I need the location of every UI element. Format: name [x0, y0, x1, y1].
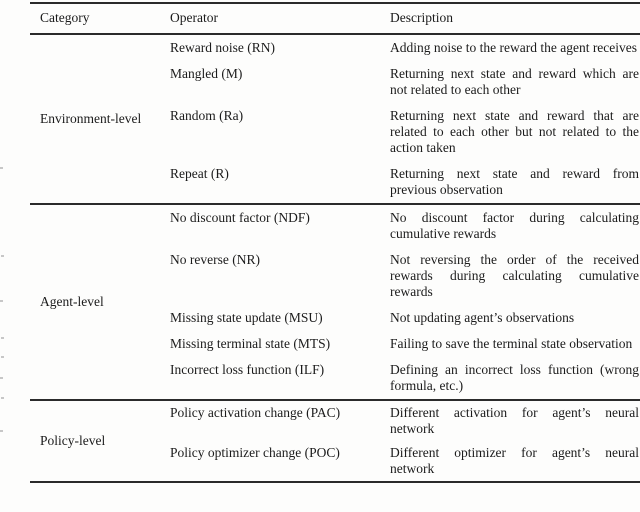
scan-artifact [0, 167, 3, 169]
category-cell: Agent-level [40, 294, 104, 309]
header-row: Category Operator Description [30, 2, 640, 35]
operator-cell: Mangled (M) [170, 66, 243, 81]
operator-cell: Repeat (R) [170, 166, 229, 181]
scan-artifact [0, 430, 3, 432]
scan-artifact [1, 255, 4, 257]
table-row: Missing state update (MSU) Not updating a… [30, 305, 640, 331]
table-row: Environment-level Reward noise (RN) Adding… [30, 34, 640, 126]
table-row: Random (Ra) Returning next state and rewa… [30, 103, 640, 161]
scan-artifact [1, 356, 4, 358]
scan-artifact [1, 397, 4, 399]
mutation-operators-table: Category Operator Description Environmen… [30, 2, 640, 483]
operator-cell: Missing terminal state (MTS) [170, 336, 331, 351]
scan-artifact [0, 300, 3, 302]
description-cell: Returning next state and reward that are… [390, 108, 639, 155]
table-row: Policy-level Policy activation change (PA… [30, 400, 640, 448]
table-row: No reverse (NR) Not reversing the order o… [30, 247, 640, 305]
operator-cell: Incorrect loss function (ILF) [170, 362, 325, 377]
operator-cell: No reverse (NR) [170, 252, 260, 267]
operator-cell: Policy activation change (PAC) [170, 405, 341, 420]
operator-cell: Random (Ra) [170, 108, 244, 123]
description-cell: Not updating agent’s observations [390, 310, 575, 325]
description-cell: Returning next state and reward from pre… [390, 166, 639, 197]
category-group: Environment-level Reward noise (RN) Adding… [30, 34, 640, 204]
operator-cell: Missing state update (MSU) [170, 310, 323, 325]
description-cell: Not reversing the order of the received … [390, 252, 639, 299]
operator-cell: No discount factor (NDF) [170, 210, 310, 225]
description-cell: Adding noise to the reward the agent rec… [390, 40, 638, 55]
table-row: Mangled (M) Returning next state and rewa… [30, 61, 640, 103]
description-cell: Defining an incorrect loss function (wro… [390, 362, 639, 393]
category-group: Policy-level Policy activation change (PA… [30, 400, 640, 482]
header-operator: Operator [160, 2, 380, 35]
table-row: Policy optimizer change (POC) Different o… [30, 441, 640, 482]
operator-cell: Policy optimizer change (POC) [170, 445, 340, 460]
description-cell: No discount factor during calculating cu… [390, 210, 639, 241]
description-cell: Different optimizer for agent’s neural n… [390, 445, 639, 476]
category-group: Agent-level No discount factor (NDF) No di… [30, 204, 640, 400]
scan-artifact [0, 377, 3, 379]
category-cell: Policy-level [40, 433, 106, 448]
category-cell: Environment-level [40, 111, 142, 126]
header-description: Description [380, 2, 640, 35]
header-category: Category [30, 2, 160, 35]
description-cell: Returning next state and reward which ar… [390, 66, 639, 97]
description-cell: Different activation for agent’s neural … [390, 405, 639, 436]
description-cell: Failing to save the terminal state obser… [390, 336, 633, 351]
table-row: Missing terminal state (MTS) Failing to s… [30, 331, 640, 357]
table-row: Repeat (R) Returning next state and rewar… [30, 161, 640, 204]
table-row: Incorrect loss function (ILF) Defining an… [30, 357, 640, 400]
scan-artifact [1, 337, 4, 339]
table-header: Category Operator Description [30, 2, 640, 35]
operator-cell: Reward noise (RN) [170, 40, 275, 55]
table-row: Agent-level No discount factor (NDF) No di… [30, 204, 640, 309]
